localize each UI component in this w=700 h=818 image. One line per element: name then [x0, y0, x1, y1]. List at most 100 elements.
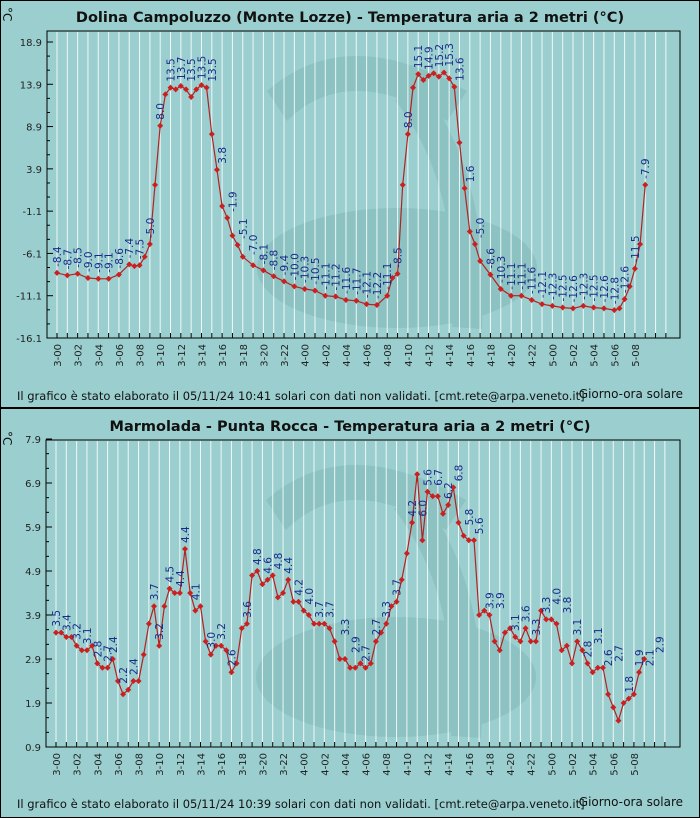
data-label: -11.7: [351, 268, 363, 295]
data-label: -5.1: [238, 218, 250, 239]
data-point: [553, 620, 560, 627]
data-point: [425, 72, 432, 79]
x-tick-label: 4-10: [404, 344, 415, 367]
data-point: [305, 612, 312, 618]
data-point: [539, 301, 546, 308]
data-label: 13.6: [454, 57, 466, 81]
data-point: [125, 686, 132, 693]
data-label: -8.5: [393, 247, 405, 268]
data-point: [403, 550, 410, 557]
y-tick-label: 3.9: [26, 165, 42, 176]
data-point: [487, 271, 494, 278]
data-point: [130, 678, 137, 684]
x-tick-label: 3-18: [239, 344, 250, 367]
data-point: [528, 296, 535, 303]
data-point: [84, 274, 91, 281]
data-label: 3.1: [572, 619, 584, 636]
x-tick-label: 5-00: [548, 344, 559, 367]
data-point: [172, 86, 179, 93]
data-label: 4.5: [165, 566, 177, 583]
data-point: [621, 296, 628, 303]
x-tick-label: 4-18: [485, 753, 496, 776]
data-point: [476, 612, 483, 618]
data-point: [254, 568, 261, 574]
x-tick-label: 4-14: [445, 344, 456, 367]
data-point: [68, 634, 75, 640]
data-point: [461, 185, 468, 192]
data-point: [584, 660, 591, 667]
y-tick-label: 18.9: [20, 38, 42, 49]
y-tick-label: -1.1: [22, 207, 42, 218]
data-point: [394, 270, 401, 277]
data-point: [558, 647, 565, 654]
data-point: [316, 620, 323, 627]
x-tick-label: 4-16: [466, 344, 477, 367]
data-label: -12.3: [547, 273, 559, 300]
data-label: -8.7: [62, 249, 74, 270]
data-point: [331, 638, 338, 645]
data-label: 3.3: [340, 619, 352, 636]
data-label: -8.8: [269, 250, 281, 271]
x-tick-label: 4-12: [424, 753, 435, 776]
data-label: -7.0: [248, 235, 260, 256]
data-point: [501, 629, 508, 636]
data-label: 3.7: [324, 601, 336, 618]
data-point: [140, 651, 147, 658]
data-point: [398, 576, 405, 583]
data-point: [269, 572, 276, 579]
data-point: [636, 669, 643, 676]
data-point: [177, 82, 184, 89]
data-point: [559, 304, 566, 311]
data-label: 3.2: [72, 623, 84, 640]
data-point: [378, 629, 385, 636]
plot-area: [45, 439, 681, 748]
data-point: [83, 647, 90, 654]
x-tick-label: 3-16: [218, 344, 229, 367]
data-label: 3.3: [381, 601, 393, 618]
data-label: -12.1: [362, 271, 374, 298]
data-label: -10.3: [300, 256, 312, 283]
data-point: [295, 598, 302, 605]
x-tick-label: 4-08: [382, 753, 393, 776]
y-tick-label: 4.9: [25, 567, 41, 578]
data-label: -10.5: [310, 257, 322, 284]
x-tick-label: 3-16: [217, 753, 228, 776]
data-label: 13.5: [166, 58, 178, 81]
data-label: 3.1: [510, 614, 522, 631]
data-label: -8.5: [73, 247, 85, 268]
x-tick-label: 3-04: [93, 753, 104, 776]
data-label: 2.8: [92, 641, 104, 658]
data-point: [580, 302, 587, 309]
data-label: 5.6: [423, 469, 435, 486]
data-point: [342, 296, 349, 303]
data-label: 2.6: [226, 649, 238, 666]
data-label: 3.1: [593, 627, 605, 644]
data-label: 3.9: [484, 592, 496, 609]
data-label: 4.0: [552, 588, 564, 605]
x-tick-label: 4-00: [300, 753, 311, 776]
data-point: [291, 283, 298, 290]
x-tick-label: 3-00: [52, 753, 63, 776]
data-label: -7.5: [135, 239, 147, 260]
y-tick-label: 8.9: [26, 123, 42, 134]
data-point: [270, 273, 277, 280]
data-point: [430, 70, 437, 77]
data-point: [620, 700, 627, 706]
data-label: 2.6: [603, 649, 615, 666]
data-point: [290, 598, 297, 605]
data-label: -5.0: [475, 218, 487, 239]
data-label: 6.7: [433, 469, 445, 486]
data-label: 3.7: [392, 579, 404, 596]
x-tick-label: 3-18: [238, 753, 249, 776]
x-tick-label: 3-10: [155, 753, 166, 776]
data-label: 2.4: [108, 636, 120, 653]
data-point: [424, 488, 431, 495]
x-tick-label: 3-02: [73, 753, 84, 776]
chart-svg: 18.9 13.9 8.9 3.9 -1.1 -6.1 -11.1 -16.1 3-00 3-02…: [16, 30, 681, 367]
data-point: [300, 607, 307, 614]
data-point: [114, 678, 121, 684]
data-point: [264, 576, 271, 583]
data-label: 2.7: [371, 619, 383, 636]
data-point: [281, 278, 288, 285]
data-point: [64, 272, 71, 279]
